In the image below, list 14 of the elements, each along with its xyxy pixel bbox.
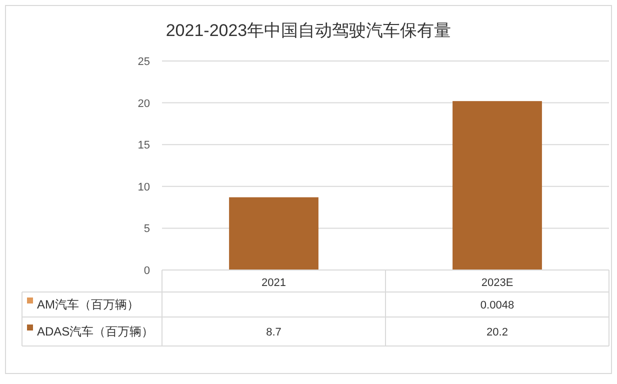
- y-tick-label: 0: [144, 265, 150, 277]
- y-tick-label: 10: [138, 181, 150, 194]
- chart-title: 2021-2023年中国自动驾驶汽车保有量: [166, 21, 452, 40]
- x-tick-label: 2021: [262, 277, 286, 289]
- legend-label: ADAS汽车（百万辆）: [37, 324, 154, 338]
- legend-label: AM汽车（百万辆）: [37, 298, 139, 312]
- x-tick-label: 2023E: [481, 277, 514, 289]
- data-label: 0.0048: [480, 300, 514, 312]
- data-label: 20.2: [486, 326, 508, 338]
- data-label: 8.7: [266, 326, 282, 338]
- y-tick-label: 15: [138, 140, 150, 152]
- y-tick-label: 20: [138, 98, 150, 110]
- y-tick-label: 25: [138, 56, 150, 68]
- y-tick-label: 5: [144, 223, 150, 236]
